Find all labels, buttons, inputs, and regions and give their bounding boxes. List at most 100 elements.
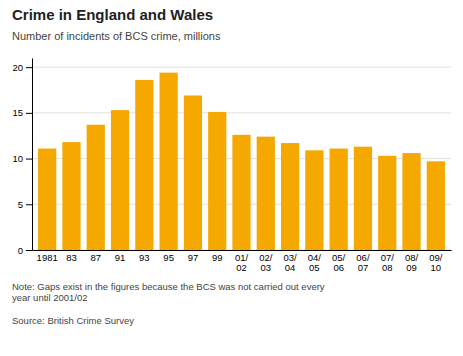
x-tick-label-line: 06 xyxy=(333,262,344,273)
bar xyxy=(111,110,129,250)
y-tick: 10 xyxy=(12,153,32,164)
y-tick-label: 15 xyxy=(12,107,23,118)
x-tick: 05/06 xyxy=(332,252,346,273)
x-tick-label-line: 91 xyxy=(115,252,126,263)
x-tick-label: 91 xyxy=(115,252,126,263)
x-tick-label: 99 xyxy=(212,252,223,263)
x-tick-label-line: 02 xyxy=(236,262,247,273)
bar xyxy=(354,147,372,250)
subtitle: Number of incidents of BCS crime, millio… xyxy=(12,30,221,42)
x-tick-label-line: 05 xyxy=(309,262,320,273)
x-tick-label: 01/02 xyxy=(235,252,249,273)
x-tick-label-line: 03 xyxy=(261,262,272,273)
x-tick: 83 xyxy=(66,252,77,263)
x-tick-label-line: 83 xyxy=(66,252,77,263)
y-tick-mark xyxy=(26,67,32,68)
y-tick-mark xyxy=(26,159,32,160)
x-tick-label: 05/06 xyxy=(332,252,346,273)
y-tick-mark xyxy=(26,113,32,114)
x-tick-label-line: 10 xyxy=(431,262,442,273)
x-tick-label: 08/09 xyxy=(405,252,419,273)
y-tick: 15 xyxy=(12,107,32,118)
x-tick: 06/07 xyxy=(356,252,370,273)
bar xyxy=(330,149,348,250)
bar xyxy=(62,142,80,250)
y-tick-label: 20 xyxy=(12,62,23,73)
x-tick-label: 04/05 xyxy=(308,252,322,273)
y-tick: 20 xyxy=(12,62,32,73)
y-tick-mark xyxy=(26,250,32,251)
grid-line xyxy=(32,67,451,68)
x-tick-label: 06/07 xyxy=(356,252,370,273)
bar xyxy=(160,73,178,250)
title-line: Crime in England and Wales xyxy=(12,6,213,23)
x-tick-label-line: 95 xyxy=(163,252,174,263)
y-tick: 0 xyxy=(18,245,32,256)
source: Source: British Crime Survey xyxy=(12,315,134,326)
bar xyxy=(378,156,396,250)
bar xyxy=(135,80,153,250)
bar xyxy=(257,137,275,250)
x-tick-label-line: 04 xyxy=(285,262,296,273)
y-tick-label: 10 xyxy=(12,153,23,164)
grid-line xyxy=(32,112,451,113)
x-tick: 87 xyxy=(90,252,101,263)
y-axis-line xyxy=(32,59,33,251)
x-tick: 97 xyxy=(188,252,199,263)
y-tick: 5 xyxy=(18,199,32,210)
grid xyxy=(32,67,451,250)
x-tick-label: 1981 xyxy=(37,252,58,263)
x-tick: 04/05 xyxy=(308,252,322,273)
subtitle-line: Number of incidents of BCS crime, millio… xyxy=(12,30,221,42)
bar xyxy=(87,125,105,250)
x-tick-label-line: 93 xyxy=(139,252,150,263)
x-tick: 01/02 xyxy=(235,252,249,273)
x-tick: 93 xyxy=(139,252,150,263)
bar xyxy=(38,149,56,250)
y-axis: 0 5 10 15 20 xyxy=(12,59,32,256)
x-axis: 19818387919395979901/0202/0303/0404/0505… xyxy=(33,251,452,273)
x-tick-label-line: 97 xyxy=(188,252,199,263)
x-tick: 07/08 xyxy=(381,252,395,273)
bars xyxy=(38,73,445,250)
x-tick-label: 03/04 xyxy=(283,252,297,273)
bar xyxy=(281,143,299,250)
y-tick-mark xyxy=(26,204,32,205)
bar xyxy=(402,153,420,250)
x-tick-label-line: 87 xyxy=(90,252,101,263)
bar xyxy=(305,150,323,250)
bar xyxy=(208,112,226,250)
source-line: Source: British Crime Survey xyxy=(12,315,134,326)
bar xyxy=(184,95,202,250)
note-line: Note: Gaps exist in the figures because … xyxy=(12,281,325,292)
x-tick-label-line: 1981 xyxy=(37,252,58,263)
x-tick-label: 93 xyxy=(139,252,150,263)
x-tick-label-line: 99 xyxy=(212,252,223,263)
note: Note: Gaps exist in the figures because … xyxy=(12,281,325,303)
x-tick-label-line: 09 xyxy=(406,262,417,273)
x-tick-label: 07/08 xyxy=(381,252,395,273)
y-tick-label: 5 xyxy=(18,199,23,210)
x-tick: 09/10 xyxy=(429,252,443,273)
x-tick: 99 xyxy=(212,252,223,263)
x-tick-label-line: 07 xyxy=(358,262,369,273)
x-tick: 08/09 xyxy=(405,252,419,273)
chart: Crime in England and Wales Number of inci… xyxy=(0,0,463,356)
plot: 19818387919395979901/0202/0303/0404/0505… xyxy=(12,59,451,273)
x-tick-label: 87 xyxy=(90,252,101,263)
x-tick-label-line: 08 xyxy=(382,262,393,273)
x-tick: 95 xyxy=(163,252,174,263)
bar xyxy=(427,161,445,250)
x-tick-label: 97 xyxy=(188,252,199,263)
title: Crime in England and Wales xyxy=(12,6,213,23)
x-tick: 03/04 xyxy=(283,252,297,273)
bar xyxy=(232,135,250,250)
x-tick: 02/03 xyxy=(259,252,273,273)
x-tick-label: 95 xyxy=(163,252,174,263)
x-tick: 1981 xyxy=(37,252,58,263)
note-line: year until 2001/02 xyxy=(12,292,88,303)
y-tick-label: 0 xyxy=(18,245,23,256)
x-tick-label: 02/03 xyxy=(259,252,273,273)
x-tick-label: 09/10 xyxy=(429,252,443,273)
x-tick-label: 83 xyxy=(66,252,77,263)
